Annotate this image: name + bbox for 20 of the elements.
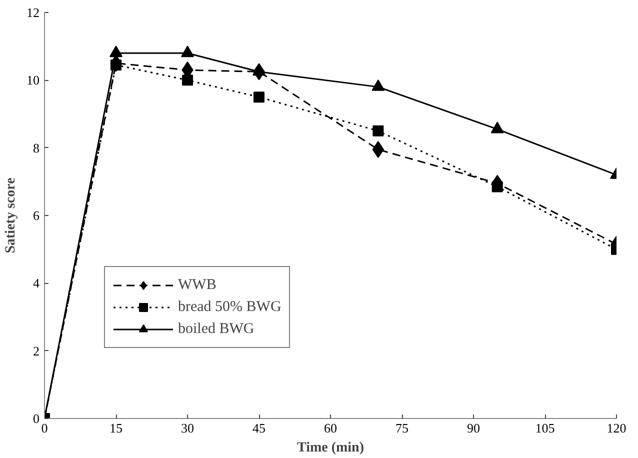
legend-label: WWB xyxy=(178,276,216,294)
x-tick-label: 90 xyxy=(467,420,480,436)
y-tick-label: 6 xyxy=(33,208,40,223)
x-tick-label: 105 xyxy=(535,420,555,436)
x-tick-label: 75 xyxy=(396,420,408,436)
legend-label: bread 50% BWG xyxy=(178,298,282,316)
x-axis-title: Time (min) xyxy=(296,440,364,456)
y-tick-label: 0 xyxy=(33,411,40,426)
x-tick-label: 120 xyxy=(606,420,626,436)
y-tick-label: 10 xyxy=(26,72,40,88)
y-tick-label: 2 xyxy=(33,343,40,358)
x-tick-label: 60 xyxy=(324,420,337,436)
y-axis-title: Satiety score xyxy=(4,178,18,254)
x-tick-label: 15 xyxy=(110,420,122,436)
y-tick-label: 8 xyxy=(33,140,40,156)
legend-label: boiled BWG xyxy=(178,320,254,338)
x-tick-label: 30 xyxy=(181,420,194,436)
y-tick-label: 12 xyxy=(26,5,40,20)
x-tick-label: 45 xyxy=(252,420,266,436)
y-tick-label: 4 xyxy=(33,276,40,291)
